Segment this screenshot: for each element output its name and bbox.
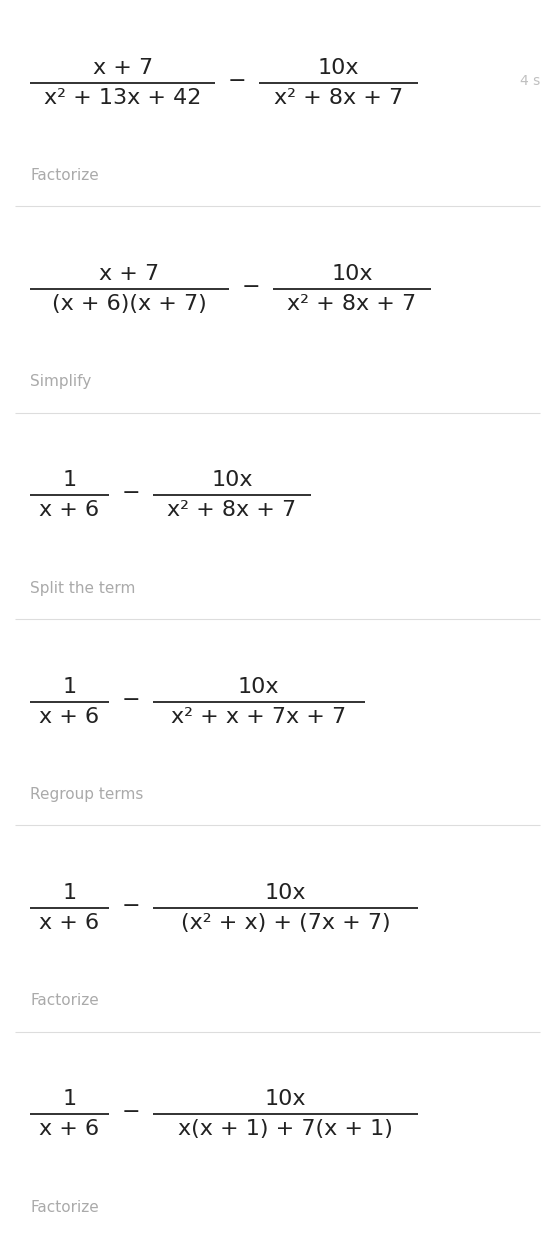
- Text: x + 6: x + 6: [39, 500, 99, 520]
- Text: 10x: 10x: [265, 883, 306, 903]
- Text: x² + 8x + 7: x² + 8x + 7: [274, 88, 403, 108]
- Text: Factorize: Factorize: [30, 1200, 99, 1214]
- Text: Split the term: Split the term: [30, 581, 135, 595]
- Text: x + 7: x + 7: [99, 264, 159, 284]
- Text: (x + 6)(x + 7): (x + 6)(x + 7): [52, 293, 206, 314]
- Text: x + 6: x + 6: [39, 912, 99, 933]
- Text: x² + 8x + 7: x² + 8x + 7: [168, 500, 296, 520]
- Text: −: −: [122, 690, 140, 709]
- Text: 4 s: 4 s: [519, 73, 540, 88]
- Text: Factorize: Factorize: [30, 168, 99, 183]
- Text: 1: 1: [62, 676, 77, 697]
- Text: −: −: [122, 896, 140, 916]
- Text: x(x + 1) + 7(x + 1): x(x + 1) + 7(x + 1): [178, 1119, 393, 1139]
- Text: Simplify: Simplify: [30, 374, 91, 389]
- Text: x² + x + 7x + 7: x² + x + 7x + 7: [171, 707, 346, 727]
- Text: x + 7: x + 7: [93, 57, 153, 78]
- Text: −: −: [228, 71, 246, 90]
- Text: 10x: 10x: [238, 676, 279, 697]
- Text: 10x: 10x: [211, 470, 253, 490]
- Text: 10x: 10x: [318, 57, 360, 78]
- Text: 1: 1: [62, 1089, 77, 1109]
- Text: −: −: [122, 1102, 140, 1122]
- Text: x² + 13x + 42: x² + 13x + 42: [44, 88, 201, 108]
- Text: x + 6: x + 6: [39, 1119, 99, 1139]
- Text: 10x: 10x: [265, 1089, 306, 1109]
- Text: Regroup terms: Regroup terms: [30, 787, 143, 802]
- Text: 1: 1: [62, 883, 77, 903]
- Text: Factorize: Factorize: [30, 993, 99, 1008]
- Text: x² + 8x + 7: x² + 8x + 7: [287, 293, 417, 314]
- Text: 1: 1: [62, 470, 77, 490]
- Text: −: −: [122, 483, 140, 503]
- Text: x + 6: x + 6: [39, 707, 99, 727]
- Text: −: −: [241, 277, 260, 297]
- Text: 10x: 10x: [331, 264, 373, 284]
- Text: (x² + x) + (7x + 7): (x² + x) + (7x + 7): [180, 912, 390, 933]
